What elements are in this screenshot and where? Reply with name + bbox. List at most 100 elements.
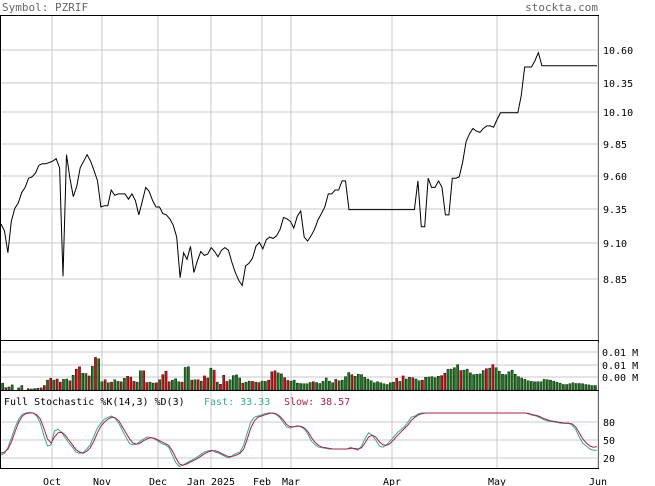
- x-tick-label: Mar: [282, 477, 300, 486]
- volume-bar: [110, 381, 113, 391]
- volume-bar: [558, 382, 562, 391]
- volume-bar: [158, 379, 161, 391]
- volume-bar: [344, 376, 347, 391]
- volume-bar: [546, 379, 549, 391]
- volume-bar: [469, 372, 472, 391]
- volume-bar: [52, 379, 56, 391]
- site-link[interactable]: stockta.com: [525, 1, 598, 14]
- volume-bar: [341, 379, 344, 391]
- volume-bar: [350, 374, 354, 391]
- volume-bar: [17, 387, 20, 391]
- volume-bar: [337, 380, 341, 391]
- volume-bar: [491, 364, 495, 391]
- x-tick-label: Feb: [253, 477, 271, 486]
- volume-bar: [90, 366, 94, 391]
- volume-bar: [289, 380, 293, 391]
- volume-bar: [199, 380, 203, 391]
- volume-bar: [46, 379, 49, 391]
- price-tick-label: 9.85: [603, 140, 627, 151]
- volume-bar: [84, 373, 88, 391]
- volume-bar: [148, 381, 152, 391]
- volume-bar: [408, 377, 411, 391]
- volume-bar: [283, 377, 286, 391]
- volume-bar: [39, 387, 43, 391]
- volume-bar: [183, 367, 187, 391]
- volume-bar: [494, 367, 498, 391]
- volume-bar: [155, 382, 158, 391]
- volume-bar: [328, 380, 331, 391]
- volume-bar: [440, 375, 443, 391]
- volume-bar: [369, 380, 373, 391]
- volume-bar: [7, 386, 11, 391]
- volume-bar: [417, 380, 421, 391]
- volume-bar: [465, 368, 469, 391]
- volume-bar: [373, 382, 376, 391]
- stochastic-tick-label: 80: [603, 418, 615, 429]
- volume-bar: [308, 382, 312, 391]
- volume-bar: [36, 388, 40, 391]
- stochastic-series: [0, 411, 598, 467]
- volume-bar: [517, 376, 520, 391]
- volume-bar: [244, 381, 248, 391]
- volume-bar: [103, 379, 107, 391]
- volume-bar: [129, 376, 133, 391]
- volume-bar: [299, 383, 302, 391]
- volume-bar: [219, 384, 222, 391]
- volume-bar: [164, 370, 168, 391]
- volume-bar: [132, 381, 136, 391]
- volume-bar: [106, 382, 110, 391]
- volume-bar: [360, 374, 363, 391]
- volume-bar: [398, 381, 402, 391]
- volume-bar: [366, 378, 370, 391]
- volume-bar: [4, 387, 8, 391]
- stochastic-tick-label: 20: [603, 454, 615, 465]
- volume-bar: [456, 364, 459, 391]
- volume-bar: [251, 381, 254, 391]
- volume-bar: [501, 374, 504, 391]
- price-tick-label: 9.10: [603, 239, 627, 250]
- volume-bar: [590, 385, 594, 391]
- volume-bar: [536, 381, 539, 391]
- volume-bar: [161, 374, 165, 391]
- x-tick-label: Oct: [43, 477, 61, 486]
- volume-bar: [231, 375, 235, 391]
- volume-bar: [376, 381, 379, 391]
- x-tick-label: Dec: [149, 477, 167, 486]
- volume-bar: [116, 381, 120, 391]
- volume-bar: [135, 381, 139, 391]
- volume-bar: [212, 369, 216, 391]
- volume-bar: [446, 369, 450, 391]
- volume-bar: [286, 380, 290, 391]
- volume-bar: [55, 378, 59, 391]
- price-tick-label: 9.60: [603, 172, 627, 183]
- volume-bar: [215, 381, 219, 391]
- volume-bar: [260, 380, 264, 391]
- volume-bar: [357, 374, 360, 391]
- volume-bar: [209, 367, 213, 391]
- volume-bar: [145, 382, 149, 391]
- volume-bar: [385, 384, 389, 391]
- volume-bar: [280, 373, 283, 391]
- volume-bar: [20, 385, 24, 391]
- volume-bar: [568, 383, 572, 391]
- volume-bar: [97, 358, 100, 391]
- volume-bar: [443, 373, 447, 391]
- stochastic-fast-label: Fast: 33.33: [204, 397, 270, 408]
- x-tick-label: Nov: [93, 477, 111, 486]
- volume-bar: [59, 381, 62, 391]
- price-tick-label: 10.35: [603, 79, 633, 90]
- volume-bar: [26, 388, 30, 391]
- volume-bar: [302, 383, 306, 391]
- volume-bar: [270, 371, 274, 391]
- x-tick-label: Jan 2025: [187, 477, 235, 486]
- volume-bar: [119, 381, 123, 391]
- volume-bar: [411, 377, 415, 391]
- volume-bar: [459, 370, 463, 391]
- volume-bar: [549, 379, 552, 391]
- volume-bar: [331, 382, 334, 391]
- volume-bar: [514, 374, 517, 391]
- volume-bar: [504, 374, 508, 391]
- volume-bar: [49, 378, 52, 391]
- volume-bar: [71, 375, 75, 391]
- volume-bar: [424, 377, 427, 391]
